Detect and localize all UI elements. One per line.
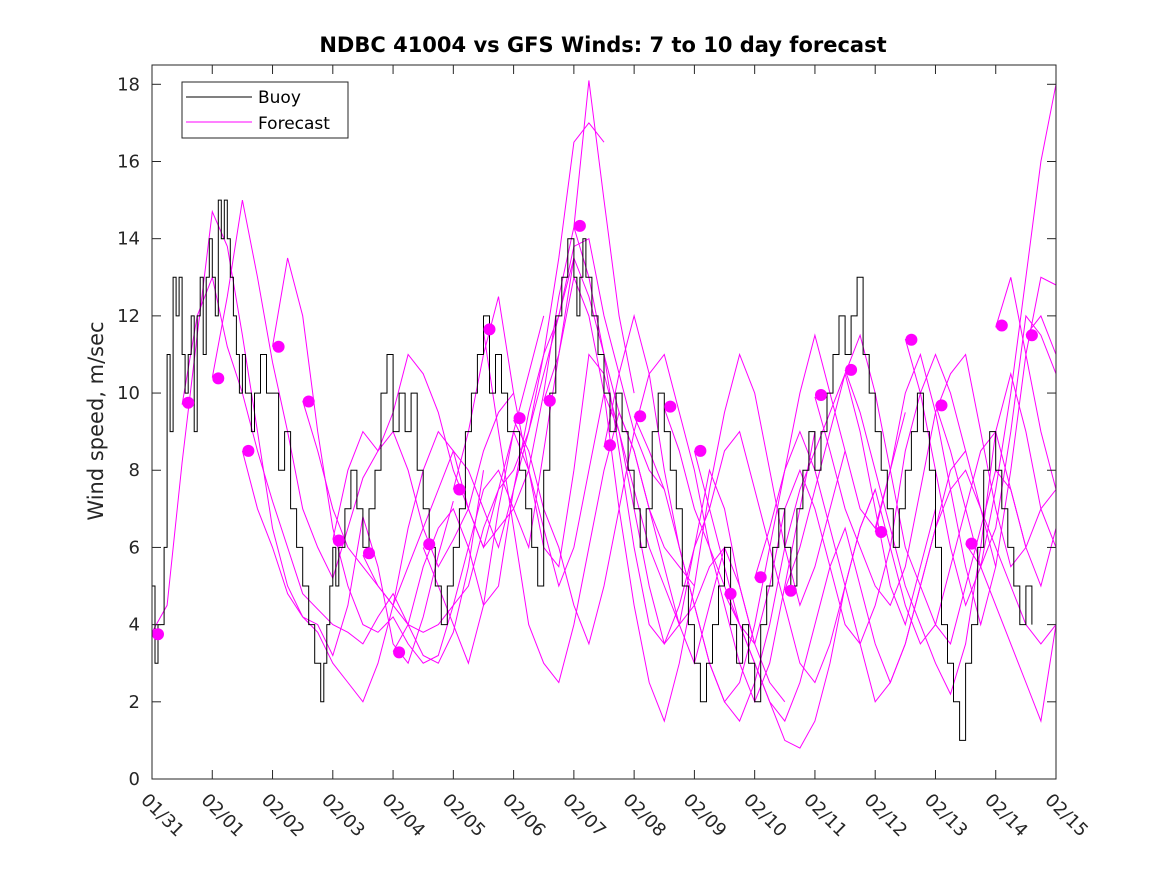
forecast-series-line-12 (483, 331, 786, 703)
forecast-marker-6 (332, 534, 345, 547)
y-axis-ticks: 0 2 4 6 8 10 12 14 16 18 (117, 74, 1056, 790)
forecast-markers (152, 219, 1038, 659)
forecast-marker-10 (453, 483, 466, 496)
forecast-series-line-28 (965, 314, 1057, 568)
y-tick-label-3: 6 (129, 537, 140, 558)
forecast-marker-9 (423, 538, 436, 551)
forecast-marker-27 (965, 537, 978, 550)
forecast-marker-18 (694, 444, 707, 457)
legend: Buoy Forecast (181, 81, 349, 139)
forecast-series-line-6 (302, 122, 605, 633)
buoy-series-line (152, 199, 1033, 741)
forecast-marker-17 (664, 400, 677, 413)
forecast-marker-2 (212, 372, 225, 385)
forecast-series-line-13 (513, 353, 816, 704)
forecast-series-line-2 (181, 275, 484, 664)
legend-buoy-label: Buoy (258, 88, 301, 108)
forecast-marker-12 (513, 412, 526, 425)
y-tick-label-9: 18 (117, 74, 140, 95)
y-tick-label-8: 16 (117, 151, 140, 172)
forecast-marker-1 (182, 396, 195, 409)
y-tick-label-5: 10 (117, 383, 140, 404)
y-tick-label-7: 14 (117, 229, 140, 250)
y-axis-label: Wind speed, m/sec (84, 321, 108, 520)
axes-box (151, 64, 1057, 780)
forecast-series-line-7 (332, 80, 635, 549)
forecast-series-line-24 (844, 369, 1057, 696)
forecast-series-line-30 (1025, 314, 1057, 355)
forecast-marker-22 (815, 389, 827, 401)
forecast-marker-26 (935, 399, 948, 412)
forecast-marker-11 (483, 323, 496, 336)
forecast-marker-20 (754, 571, 767, 584)
y-tick-label-1: 2 (129, 692, 140, 713)
forecast-series-line-15 (573, 226, 876, 684)
forecast-marker-7 (363, 547, 375, 560)
y-tick-label-4: 8 (129, 460, 140, 481)
forecast-series-line-22 (784, 333, 1057, 646)
chart-title: NDBC 41004 vs GFS Winds: 7 to 10 day for… (319, 33, 886, 57)
y-tick-label-2: 4 (129, 615, 140, 636)
forecast-marker-14 (573, 219, 586, 232)
forecast-marker-3 (242, 444, 255, 457)
forecast-series-line-10 (422, 391, 725, 665)
y-tick-label-6: 12 (117, 306, 140, 327)
plot-area (152, 65, 1056, 779)
forecast-series-line-27 (935, 404, 1057, 724)
forecast-marker-24 (875, 526, 888, 538)
forecast-marker-29 (1025, 329, 1038, 342)
forecast-series-line-29 (995, 277, 1057, 490)
forecast-marker-15 (604, 439, 616, 452)
forecast-series-line-3 (211, 200, 514, 580)
forecast-series-line-18 (663, 353, 967, 646)
forecast-marker-25 (905, 333, 918, 346)
forecast-marker-28 (995, 319, 1008, 332)
forecast-marker-4 (272, 340, 285, 353)
forecast-series-line-16 (603, 313, 906, 703)
forecast-series-line-20 (724, 430, 1027, 749)
buoy-line (152, 199, 1033, 741)
forecast-series-line-5 (272, 257, 575, 664)
forecast-series-line-21 (754, 430, 1057, 703)
legend-forecast-label: Forecast (258, 114, 330, 134)
forecast-marker-21 (784, 584, 797, 597)
forecast-marker-5 (302, 395, 315, 408)
forecast-marker-8 (393, 646, 406, 659)
forecast-marker-0 (152, 628, 164, 641)
forecast-marker-23 (845, 363, 858, 376)
forecast-marker-16 (634, 410, 647, 423)
forecast-marker-13 (543, 394, 556, 407)
y-tick-label-0: 0 (129, 769, 140, 790)
forecast-marker-19 (724, 587, 737, 600)
legend-box (181, 81, 349, 139)
